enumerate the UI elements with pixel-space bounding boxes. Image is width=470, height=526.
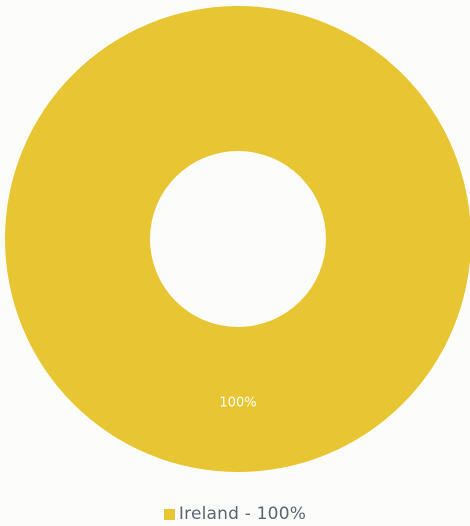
chart-legend: Ireland - 100% <box>0 502 470 526</box>
legend-swatch <box>163 508 175 520</box>
donut-slices <box>5 6 470 472</box>
donut-slice-ireland[interactable] <box>5 6 470 472</box>
legend-item-ireland[interactable]: Ireland - 100% <box>163 504 307 524</box>
data-label: 100% <box>219 396 256 411</box>
legend-label: Ireland - 100% <box>178 504 307 524</box>
donut-data-labels: 100% <box>219 396 256 411</box>
donut-chart-svg: 100% <box>5 6 470 472</box>
